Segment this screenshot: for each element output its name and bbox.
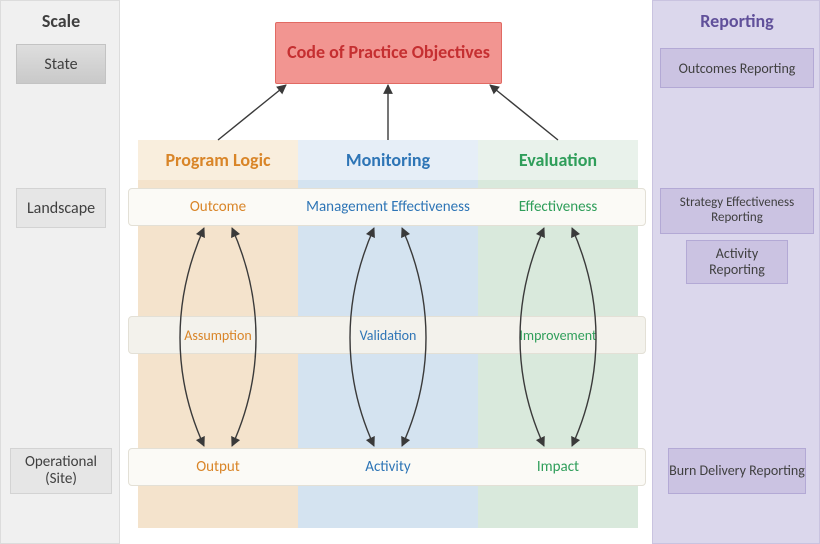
col-header-monitoring: Monitoring (298, 140, 478, 180)
cell-outcome-evaluation: Effectiveness (478, 188, 638, 226)
cell-outcome-program-logic: Outcome (138, 188, 298, 226)
cell-outcome-monitoring: Management Effectiveness (298, 188, 478, 226)
cell-output-evaluation: Impact (478, 448, 638, 486)
reporting-burn: Burn Delivery Reporting (668, 448, 806, 494)
cell-assumption-evaluation: Improvement (478, 316, 638, 354)
col-header-evaluation: Evaluation (478, 140, 638, 180)
scale-state: State (16, 44, 106, 84)
cell-output-program-logic: Output (138, 448, 298, 486)
scale-landscape: Landscape (16, 188, 106, 228)
scale-operational: Operational (Site) (10, 448, 112, 494)
code-of-practice-box: Code of Practice Objectives (275, 22, 502, 84)
col-header-program-logic: Program Logic (138, 140, 298, 180)
reporting-outcomes: Outcomes Reporting (660, 48, 814, 88)
cell-assumption-monitoring: Validation (298, 316, 478, 354)
cell-output-monitoring: Activity (298, 448, 478, 486)
cell-assumption-program-logic: Assumption (138, 316, 298, 354)
reporting-header: Reporting (653, 7, 820, 35)
reporting-activity: Activity Reporting (686, 240, 788, 284)
reporting-strategy: Strategy Effectiveness Reporting (660, 188, 814, 234)
scale-header: Scale (1, 7, 121, 35)
